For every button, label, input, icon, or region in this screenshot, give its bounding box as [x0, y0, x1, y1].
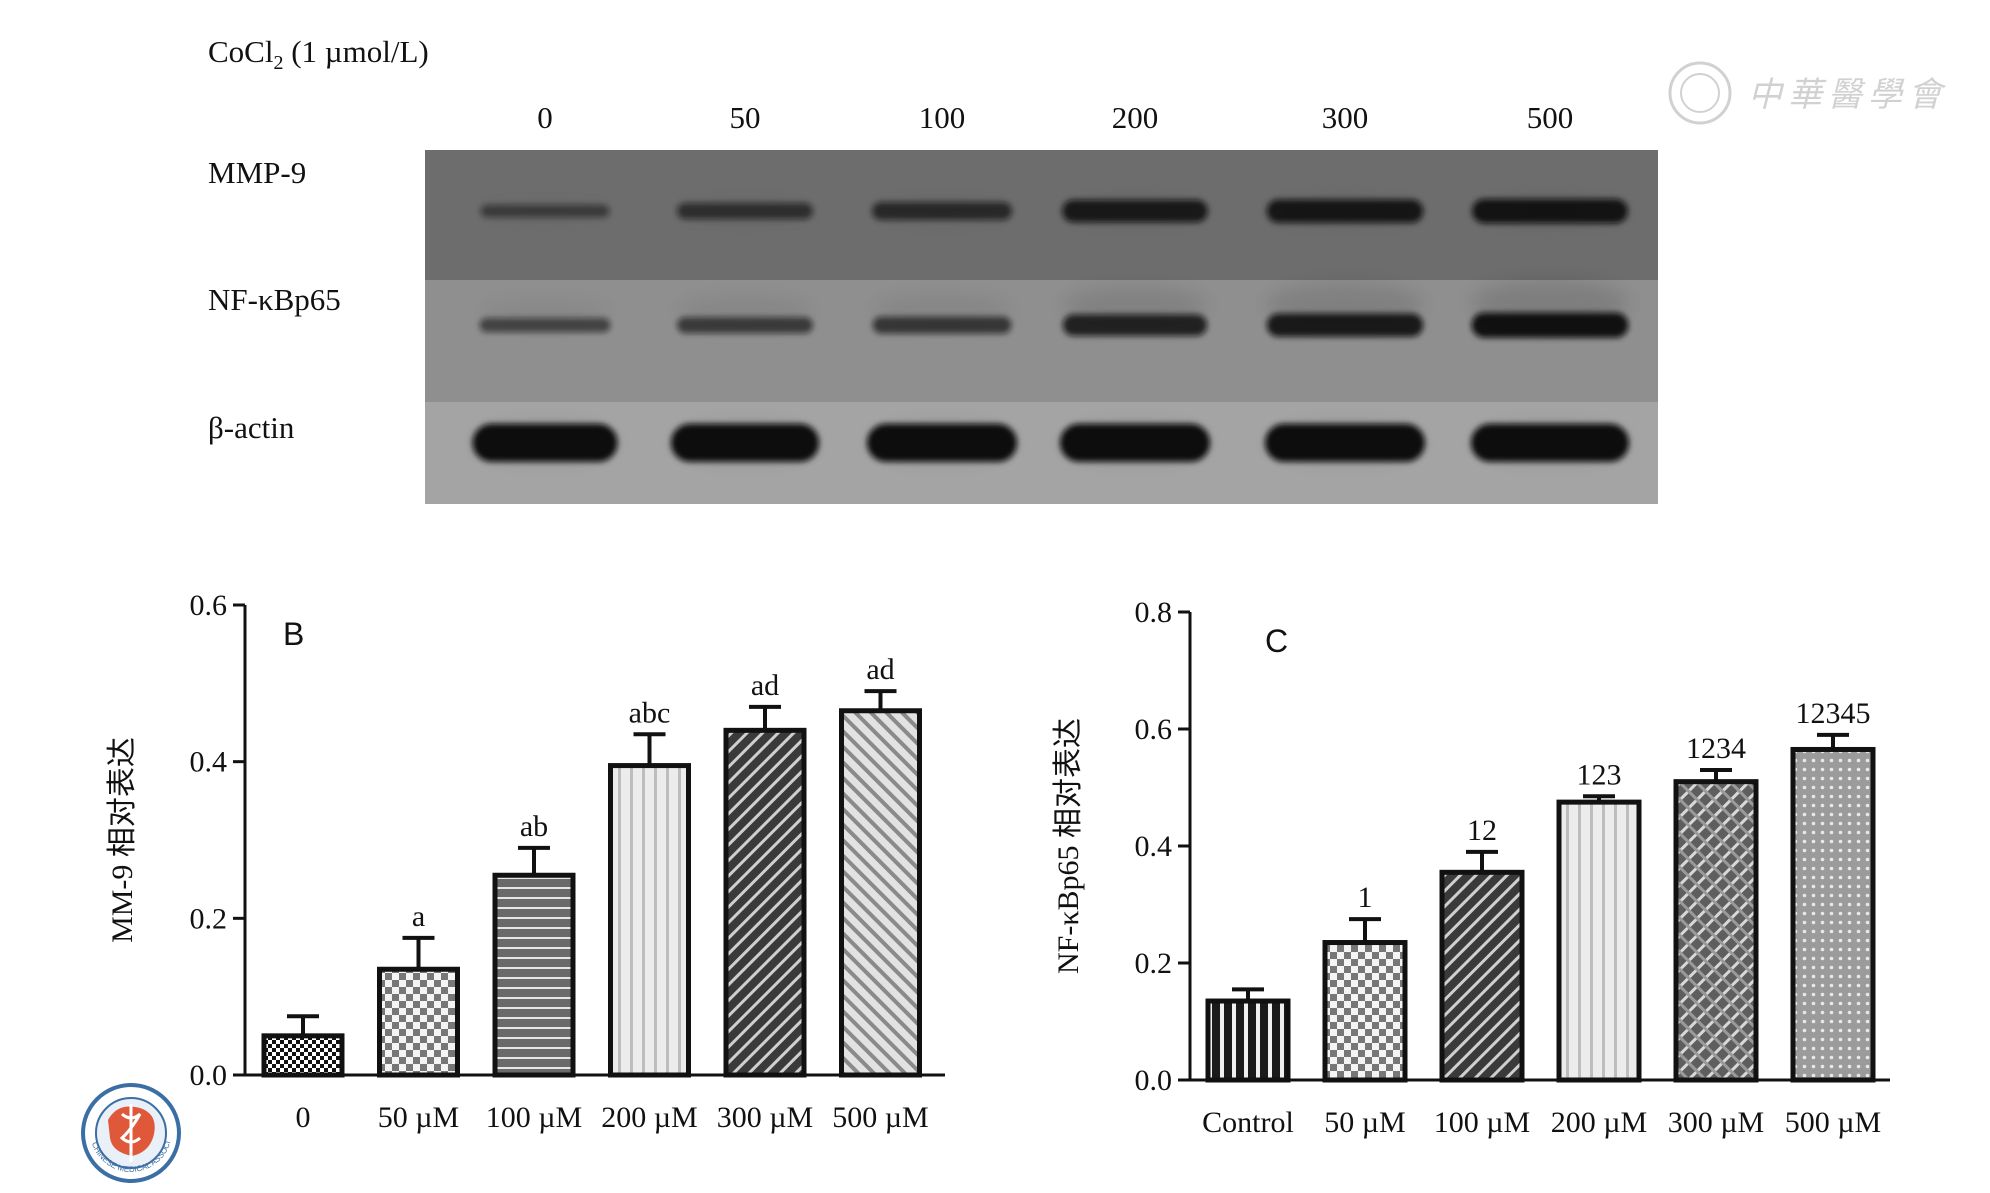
significance-label: ab — [520, 810, 548, 843]
x-tick-label: 500 µM — [1785, 1106, 1881, 1139]
x-tick-label: 0 — [296, 1101, 311, 1134]
blot-band — [1266, 313, 1424, 337]
bar — [1673, 779, 1759, 1083]
bar — [839, 708, 922, 1078]
bar — [1205, 998, 1291, 1083]
lane-labels: 0 50 100 200 300 500 — [537, 100, 1573, 135]
x-tick-label: 300 µM — [1668, 1106, 1764, 1139]
blot-band — [1062, 314, 1208, 336]
blot-band — [1266, 199, 1424, 223]
lane-label: 500 — [1527, 100, 1574, 135]
lane-label: 50 — [730, 100, 761, 135]
y-tick-label: 0.2 — [1135, 947, 1173, 980]
y-tick-label: 0.0 — [1135, 1064, 1173, 1097]
y-tick-label: 0.0 — [190, 1059, 228, 1092]
y-tick-label: 0.6 — [1135, 713, 1173, 746]
y-axis-label: MM-9 相对表达 — [106, 737, 139, 943]
watermark-emblem-icon — [1668, 61, 1732, 125]
bar — [492, 872, 576, 1078]
blot-row-label: NF-κBp65 — [208, 282, 341, 317]
watermark: 中華醫學會 — [1668, 61, 1948, 125]
blot-band — [1265, 423, 1425, 462]
blot-band — [867, 423, 1017, 462]
significance-label: 1 — [1358, 881, 1373, 914]
blot-band — [480, 204, 610, 218]
blot-strip — [425, 280, 1658, 402]
significance-label: ad — [866, 653, 894, 686]
x-tick-label: 50 µM — [1324, 1106, 1405, 1139]
x-tick-label: 500 µM — [832, 1101, 928, 1134]
x-tick-label: 50 µM — [378, 1101, 459, 1134]
blot-band — [677, 203, 813, 220]
blot-band — [1062, 199, 1208, 223]
treatment-label: CoCl2 (1 µmol/L) — [208, 34, 429, 74]
blot-band — [872, 202, 1012, 221]
blot-band — [1060, 423, 1210, 462]
bar — [608, 763, 691, 1078]
y-tick-label: 0.4 — [1135, 830, 1173, 863]
blot-strip — [425, 402, 1658, 504]
y-tick-label: 0.6 — [190, 589, 228, 622]
significance-label: abc — [629, 696, 671, 729]
bar — [723, 727, 807, 1078]
blot-band — [671, 423, 819, 462]
significance-label: 12 — [1467, 814, 1497, 847]
bar — [1439, 869, 1525, 1083]
chart-panel-b: 0.0 0.2 0.4 0.6 MM-9 相对表达 B 0 a 50 µM ab 100 µM abc… — [106, 589, 945, 1134]
lane-label: 300 — [1322, 100, 1369, 135]
blot-band — [472, 423, 618, 462]
watermark-text: 中華醫學會 — [1748, 75, 1948, 115]
x-tick-label: 300 µM — [717, 1101, 813, 1134]
blot-band — [1471, 423, 1629, 462]
bar — [1556, 799, 1642, 1083]
blot-band — [872, 316, 1012, 334]
panel-letter: C — [1265, 623, 1288, 659]
y-tick-label: 0.4 — [190, 746, 228, 779]
significance-label: a — [412, 900, 425, 933]
blot-strip — [425, 150, 1658, 280]
significance-label: 12345 — [1796, 697, 1871, 730]
x-tick-label: 200 µM — [601, 1101, 697, 1134]
panel-letter: B — [283, 616, 304, 652]
blot-band — [479, 317, 611, 333]
lane-label: 0 — [537, 100, 553, 135]
chart-panel-c: 0.0 0.2 0.4 0.6 0.8 NF-κBp65 相对表达 C Control 1 50 … — [1052, 596, 1890, 1139]
blot-row-label: MMP-9 — [208, 155, 306, 190]
blot-band — [1471, 312, 1629, 338]
y-tick-label: 0.2 — [190, 902, 228, 935]
lane-label: 200 — [1112, 100, 1159, 135]
blot-band — [1472, 199, 1628, 224]
blot-band — [677, 317, 813, 334]
bar — [1322, 940, 1408, 1083]
y-axis-label: NF-κBp65 相对表达 — [1052, 718, 1085, 974]
western-blot: CoCl2 (1 µmol/L) 0 50 100 200 300 500 MMP-9 NF… — [208, 34, 1658, 504]
bar — [377, 966, 460, 1078]
lane-label: 100 — [919, 100, 966, 135]
row-labels: MMP-9 NF-κBp65 β-actin — [208, 155, 341, 445]
x-tick-label: 100 µM — [486, 1101, 582, 1134]
bar — [1790, 746, 1876, 1083]
bar — [261, 1033, 345, 1078]
significance-label: 1234 — [1686, 732, 1746, 765]
y-tick-label: 0.8 — [1135, 596, 1173, 629]
x-tick-label: 100 µM — [1434, 1106, 1530, 1139]
x-tick-label: 200 µM — [1551, 1106, 1647, 1139]
blot-row-label: β-actin — [208, 410, 295, 445]
blot-rows — [425, 150, 1658, 504]
x-tick-label: Control — [1202, 1106, 1294, 1139]
significance-label: ad — [751, 669, 779, 702]
significance-label: 123 — [1577, 758, 1622, 791]
